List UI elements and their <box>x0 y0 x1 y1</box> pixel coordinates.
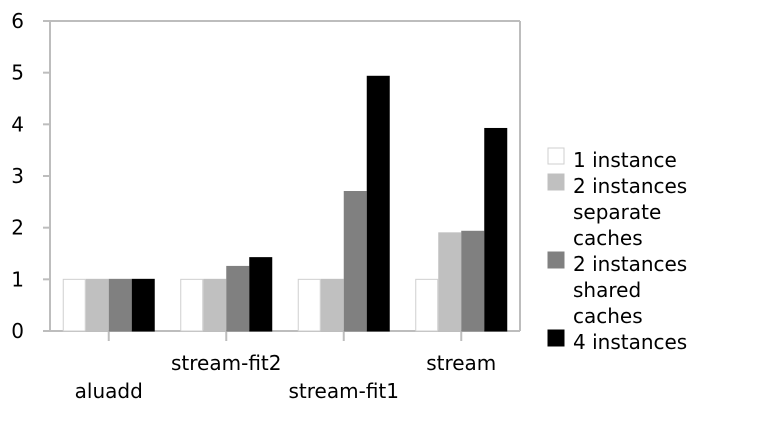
legend-label: shared <box>573 278 641 302</box>
x-category-label: aluadd <box>75 379 143 403</box>
legend-item: 4 instances <box>547 329 687 354</box>
y-tick-label: 2 <box>11 216 24 240</box>
bar-stream-series-1 <box>415 278 439 332</box>
y-tick-label: 1 <box>11 267 24 291</box>
y-tick-label: 0 <box>11 319 24 343</box>
bar-aluadd-series-2 <box>85 278 109 332</box>
legend-swatch <box>547 147 565 165</box>
bar-stream-series-2 <box>438 232 462 332</box>
bars <box>62 75 508 332</box>
legend-label: caches <box>573 226 643 250</box>
legend-item: 1 instance <box>547 147 677 172</box>
x-category-label: stream-fit1 <box>289 379 399 403</box>
y-tick-label: 3 <box>11 164 24 188</box>
legend-label: caches <box>573 304 643 328</box>
bar-aluadd-series-1 <box>62 278 86 332</box>
legend-swatch <box>547 251 565 269</box>
bar-aluadd-series-3 <box>108 278 132 332</box>
legend-label: 4 instances <box>573 330 687 354</box>
legend-label: 2 instances <box>573 174 687 198</box>
y-tick-label: 6 <box>11 9 24 33</box>
y-axis: 0 1 2 3 4 5 6 <box>11 9 50 343</box>
x-category-label: stream-fit2 <box>171 351 281 375</box>
bar-stream-fit1-series-4 <box>366 75 390 332</box>
legend-swatch <box>547 329 565 347</box>
y-tick-label: 5 <box>11 61 24 85</box>
y-tick-label: 4 <box>11 112 24 136</box>
bar-stream-fit1-series-1 <box>297 278 321 332</box>
bar-stream-fit2-series-3 <box>226 265 250 332</box>
bar-stream-series-4 <box>484 127 508 332</box>
x-category-label: stream <box>426 351 496 375</box>
bar-stream-fit2-series-4 <box>249 257 273 332</box>
x-axis: aluadd stream-fit2 stream-fit1 stream <box>75 331 496 403</box>
legend-swatch <box>547 173 565 191</box>
bar-aluadd-series-4 <box>131 278 155 332</box>
bar-stream-fit2-series-2 <box>203 278 227 332</box>
bar-stream-fit2-series-1 <box>180 278 204 332</box>
bar-stream-fit1-series-2 <box>320 278 344 332</box>
legend-label: 1 instance <box>573 148 677 172</box>
bar-stream-series-3 <box>461 230 485 332</box>
legend-label: 2 instances <box>573 252 687 276</box>
legend-label: separate <box>573 200 661 224</box>
bar-stream-fit1-series-3 <box>343 191 367 332</box>
